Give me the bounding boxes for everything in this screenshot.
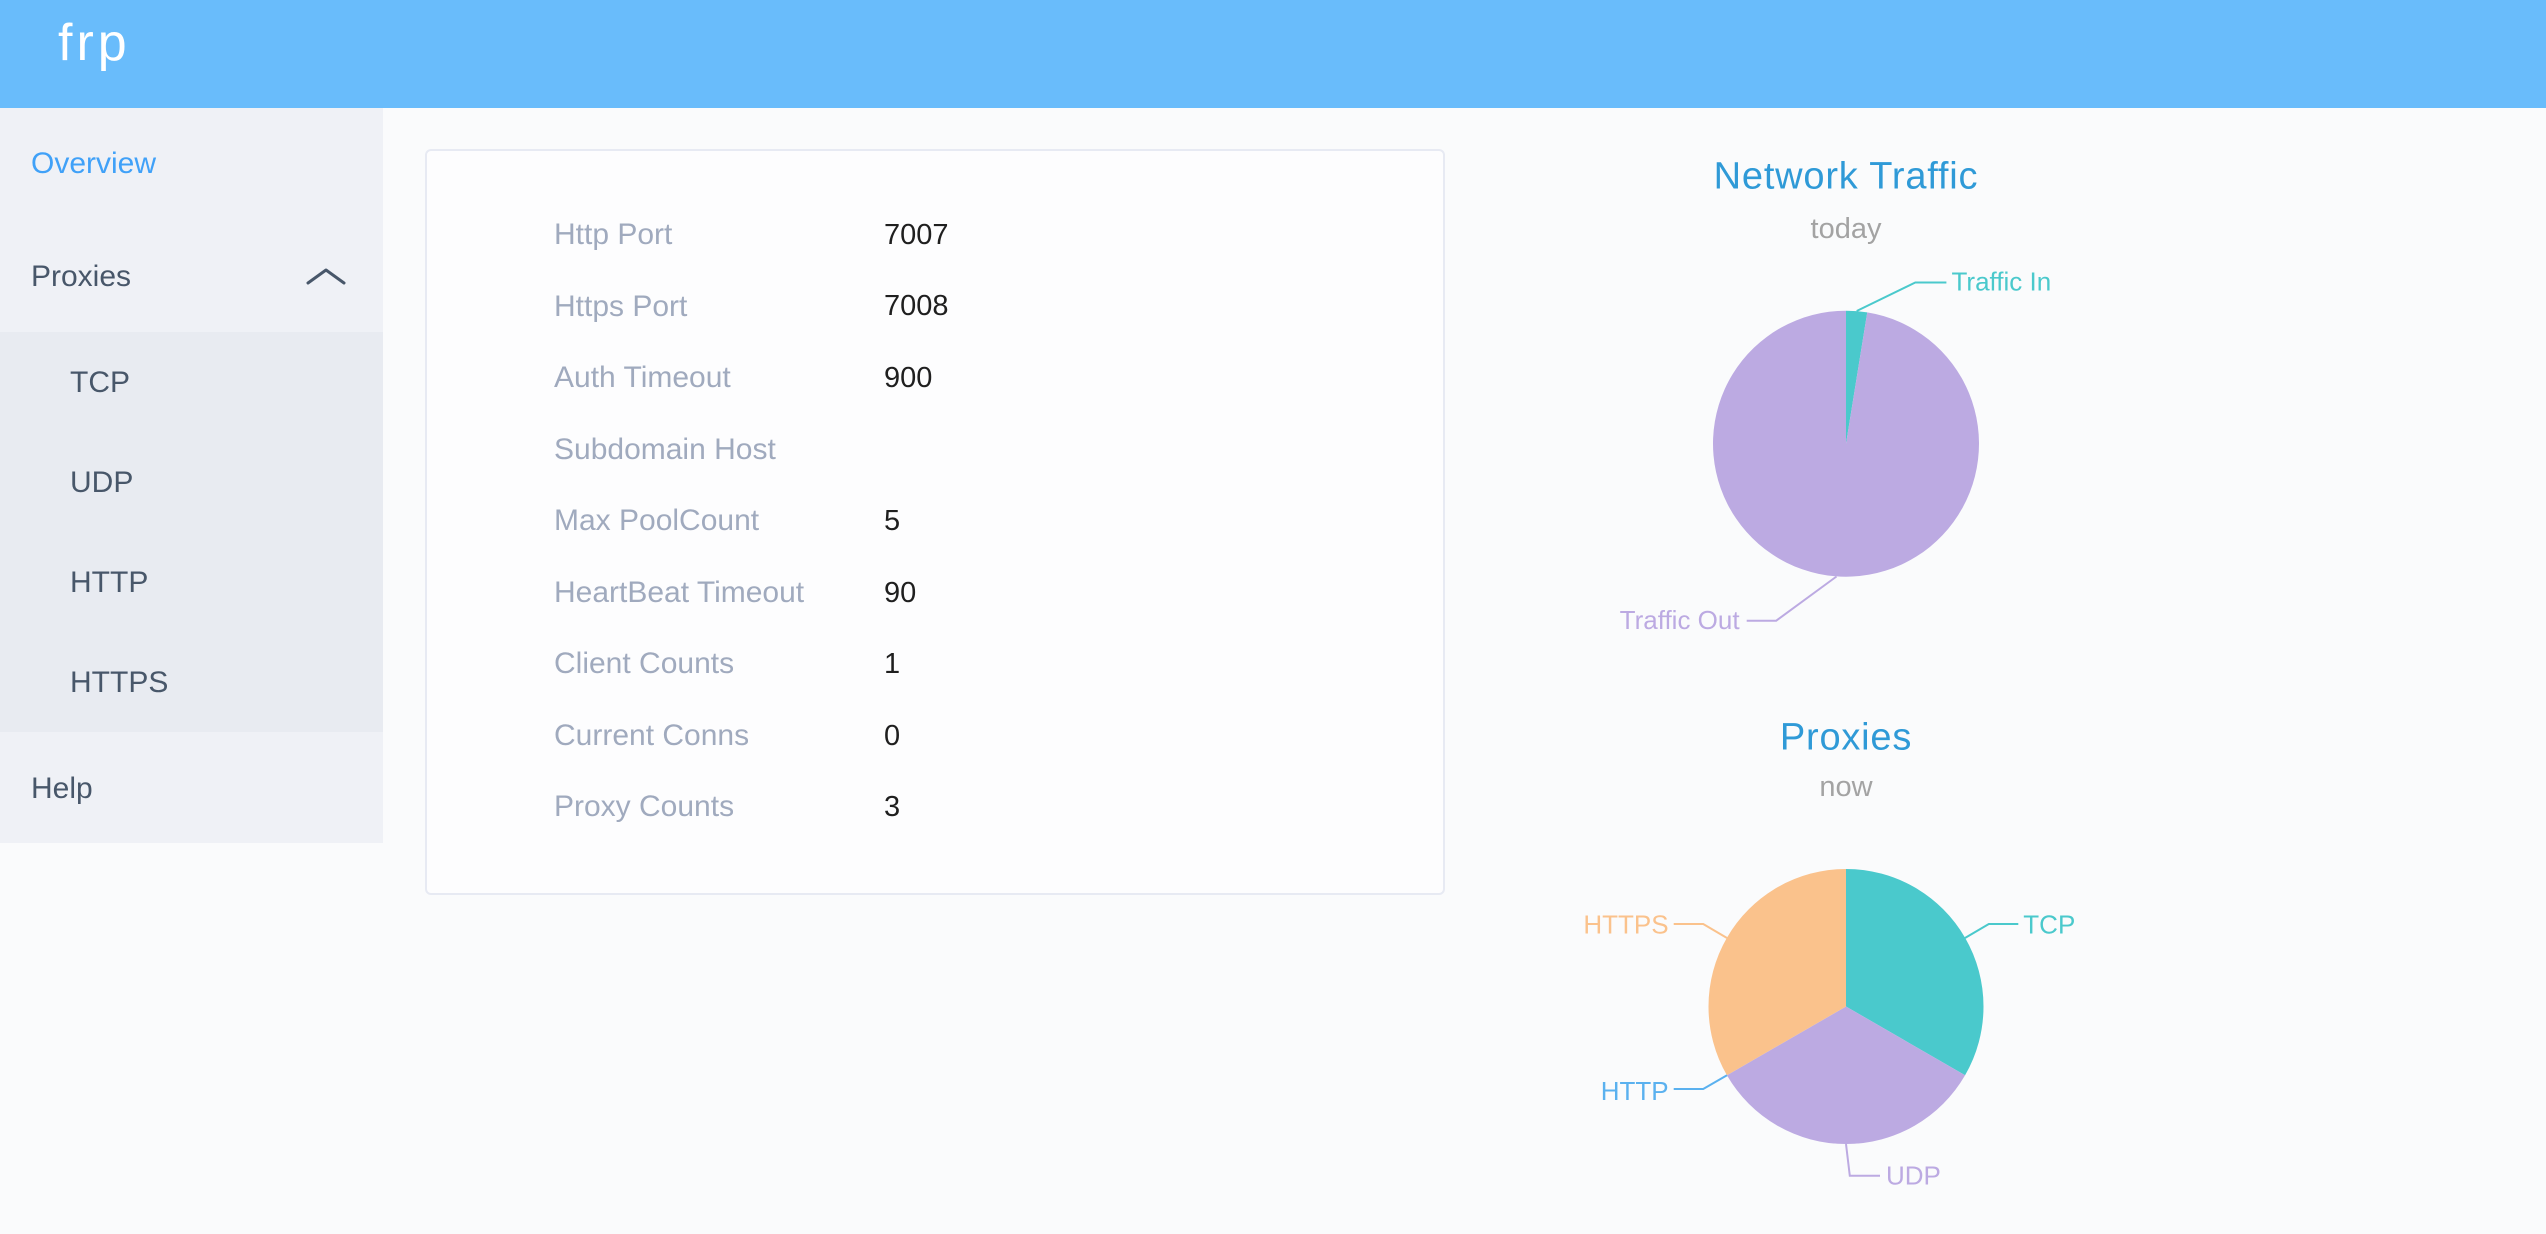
svg-text:Network Traffic: Network Traffic bbox=[1714, 156, 1979, 198]
svg-text:now: now bbox=[1819, 771, 1873, 803]
svg-text:Proxies: Proxies bbox=[1780, 717, 1912, 759]
svg-text:TCP: TCP bbox=[2023, 910, 2075, 940]
svg-text:HTTPS: HTTPS bbox=[1583, 910, 1668, 940]
svg-text:Traffic Out: Traffic Out bbox=[1620, 605, 1741, 635]
svg-text:UDP: UDP bbox=[1886, 1161, 1941, 1191]
svg-text:Traffic In: Traffic In bbox=[1952, 267, 2052, 297]
svg-text:HTTP: HTTP bbox=[1601, 1076, 1669, 1106]
svg-text:today: today bbox=[1811, 213, 1882, 245]
